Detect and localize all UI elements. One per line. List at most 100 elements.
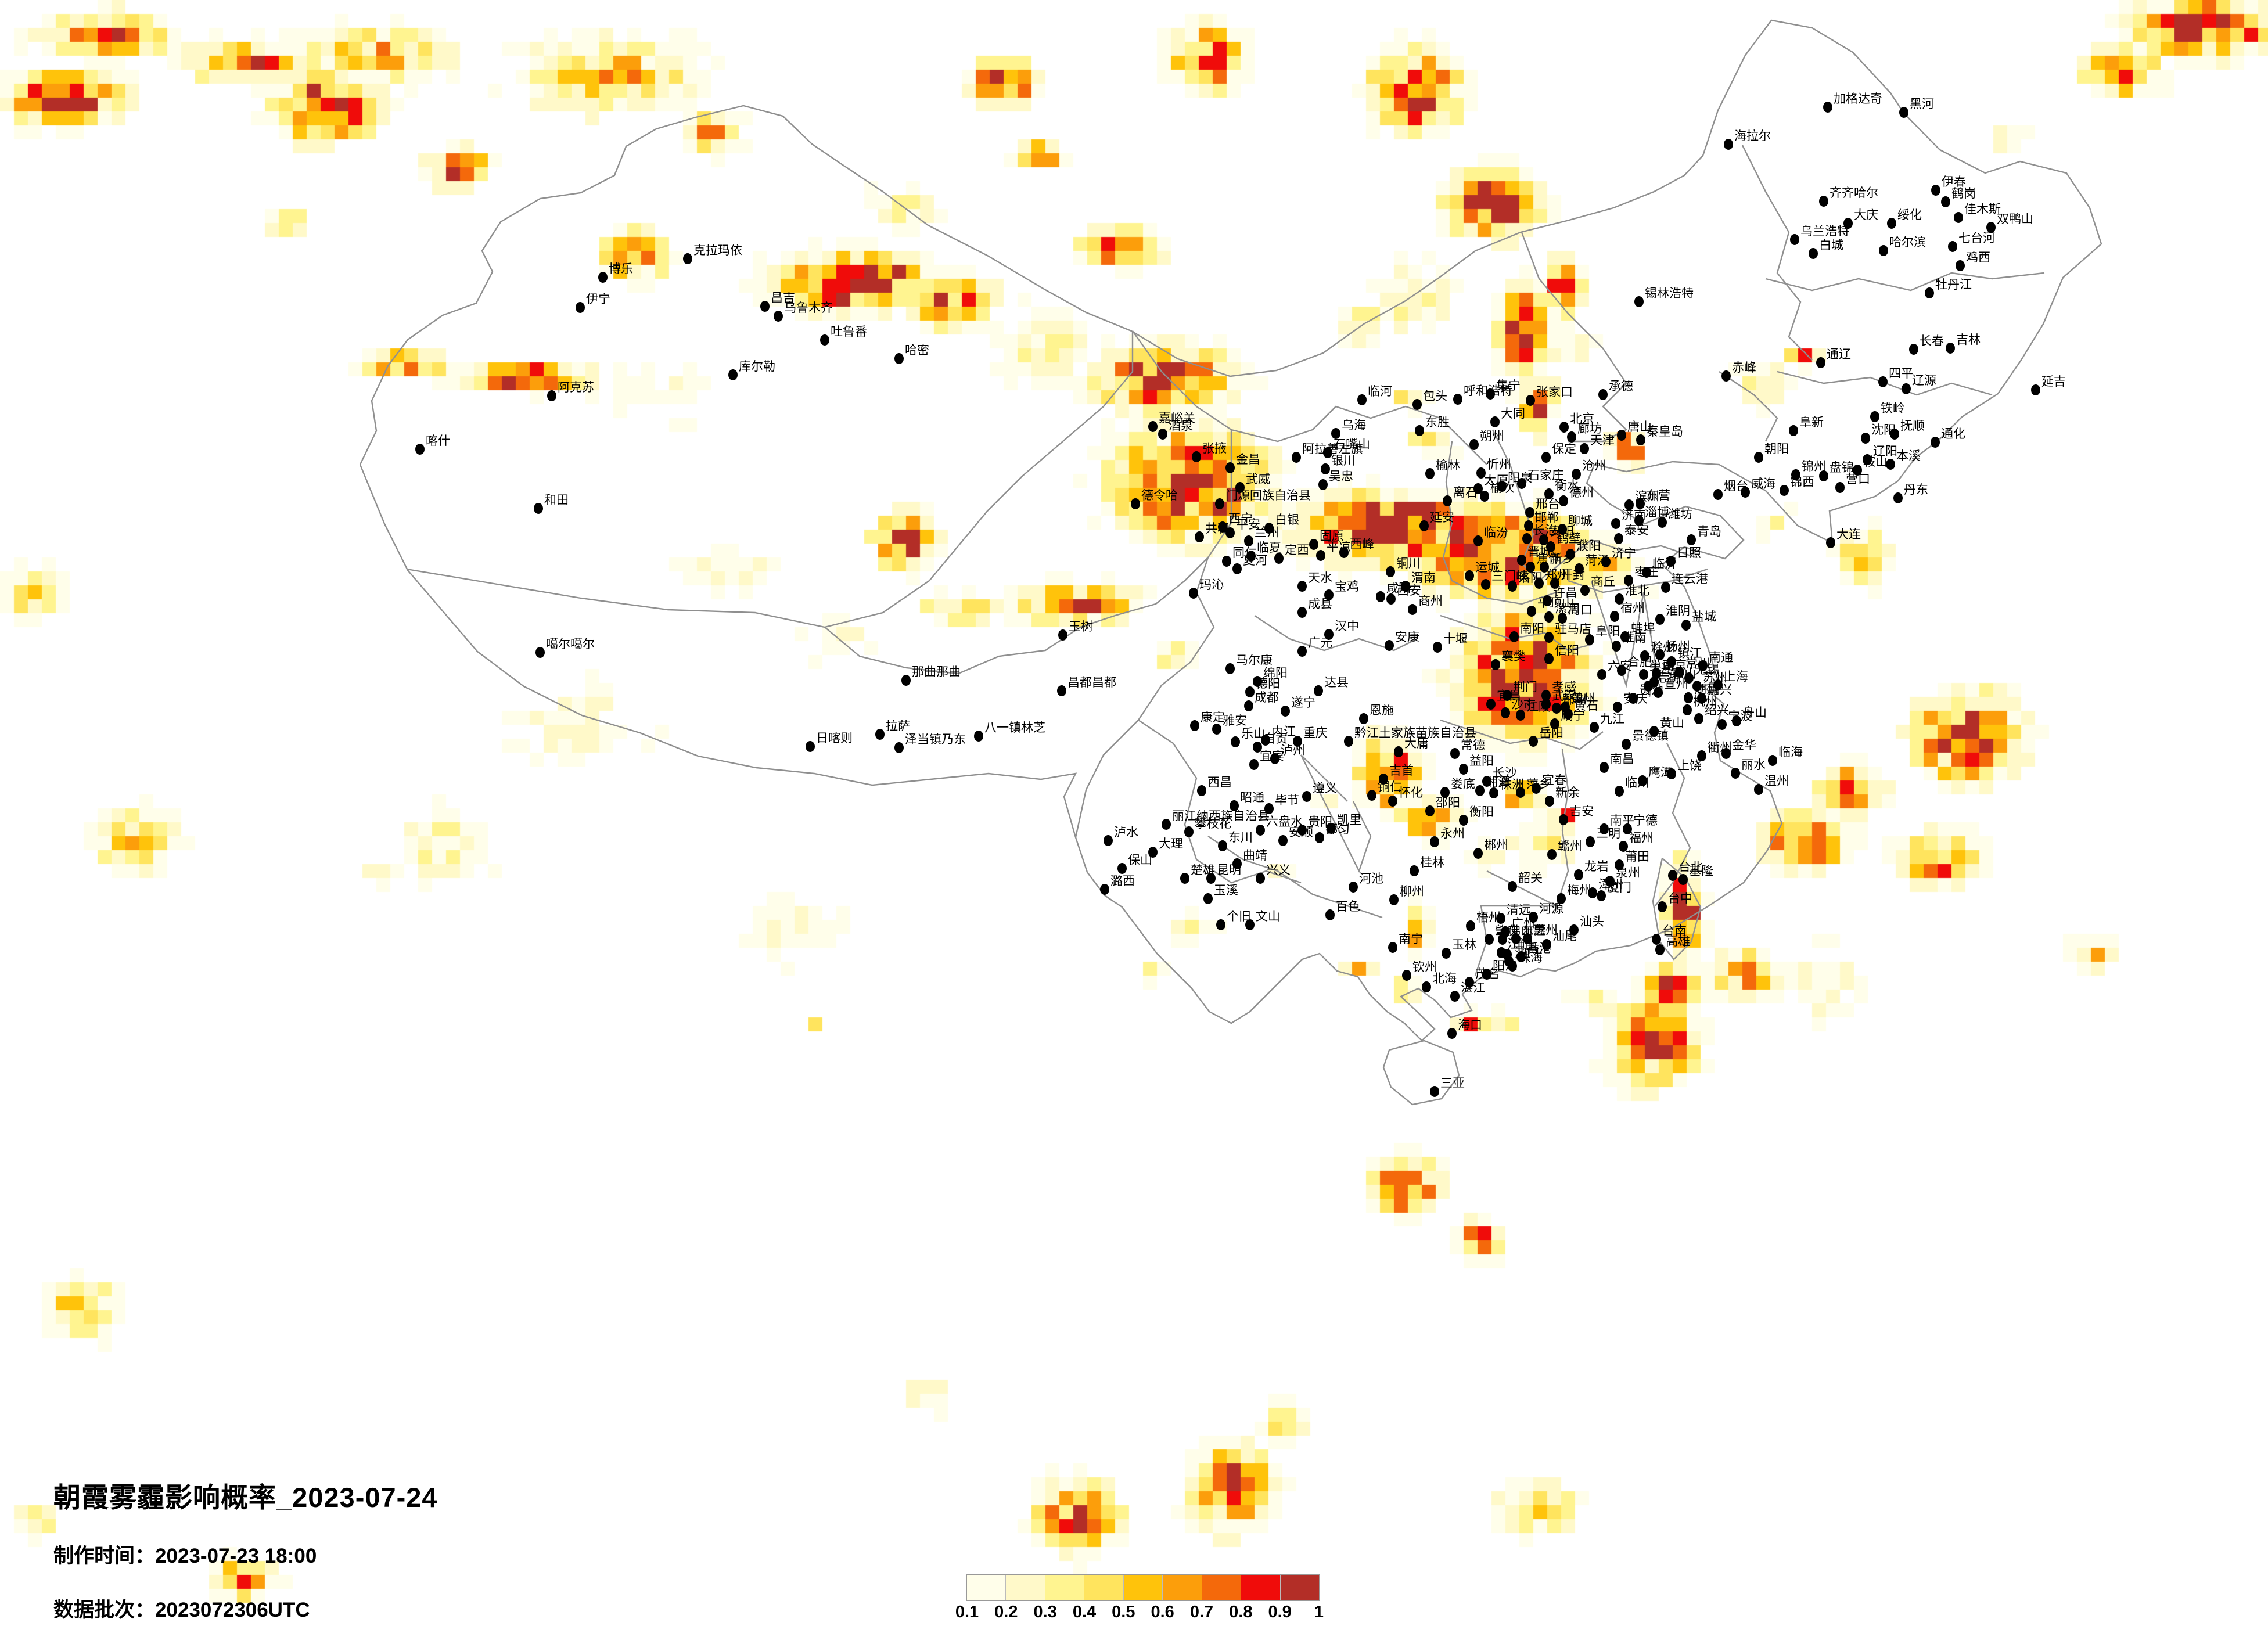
city-dot	[1639, 669, 1648, 680]
city-dot	[1580, 443, 1589, 454]
city-dot	[1261, 735, 1270, 746]
city-label: 东川	[1228, 831, 1253, 844]
city-label: 雅安	[1223, 714, 1247, 728]
city-dot	[1225, 527, 1235, 538]
city-label: 通辽	[1827, 348, 1851, 361]
city-dot	[1612, 641, 1621, 652]
city-dot	[1516, 951, 1526, 962]
city-label: 泽当镇乃东	[905, 733, 966, 746]
city-dot	[1563, 708, 1573, 720]
city-label: 酒泉	[1169, 419, 1193, 433]
city-label: 盐城	[1692, 610, 1716, 624]
city-dot	[1588, 887, 1597, 898]
city-dot	[1552, 703, 1561, 714]
city-dot	[1230, 800, 1239, 811]
city-label: 日照	[1677, 546, 1701, 560]
city-dot	[1522, 533, 1532, 544]
city-label: 海拉尔	[1734, 129, 1771, 143]
province-boundary	[1765, 272, 2045, 292]
city-dot	[1498, 934, 1507, 945]
city-label: 西昌	[1207, 776, 1232, 789]
city-label: 博乐	[609, 262, 633, 276]
city-dot	[1430, 836, 1439, 847]
city-label: 四平	[1889, 367, 1913, 380]
city-label: 濮阳	[1576, 539, 1601, 553]
city-dot	[1459, 815, 1468, 826]
city-dot	[1558, 613, 1567, 624]
city-dot	[1863, 454, 1872, 465]
city-dot	[1386, 593, 1396, 605]
data-batch-label: 数据批次：	[53, 1599, 156, 1621]
city-dot	[1899, 107, 1908, 118]
city-label: 镇江	[1677, 647, 1702, 660]
city-label: 兴义	[1266, 864, 1291, 877]
legend-tick-label: 0.2	[994, 1603, 1018, 1621]
city-dot	[1331, 428, 1340, 439]
city-label: 鹤岗	[1951, 187, 1976, 200]
city-label: 呼和浩特	[1464, 384, 1512, 398]
province-boundary	[824, 430, 1232, 675]
city-dot	[1450, 991, 1460, 1002]
city-label: 东莞	[1522, 924, 1546, 937]
city-dot	[1697, 750, 1706, 761]
city-dot	[1649, 726, 1659, 737]
city-label: 乌海	[1342, 419, 1366, 432]
city-dot	[1819, 470, 1828, 481]
city-dot	[1367, 790, 1376, 801]
city-label: 百色	[1336, 900, 1360, 913]
city-dot	[1442, 948, 1451, 959]
city-dot	[1256, 873, 1265, 884]
city-dot	[1184, 826, 1194, 837]
city-label: 驻马店	[1555, 623, 1591, 636]
city-label: 韶关	[1518, 872, 1543, 885]
city-dot	[1861, 433, 1870, 444]
city-dot	[1768, 755, 1777, 766]
city-label: 昭通	[1240, 791, 1264, 804]
city-dot	[1697, 693, 1706, 704]
city-label: 哈尔滨	[1889, 236, 1926, 249]
city-dot	[1516, 710, 1525, 721]
city-dot	[1886, 459, 1895, 470]
city-dot	[1654, 687, 1663, 698]
city-dot	[1629, 693, 1638, 704]
city-dot	[1622, 739, 1631, 750]
city-label: 惠州	[1533, 924, 1558, 937]
city-label: 辽阳	[1873, 445, 1897, 458]
city-label: 南京	[1662, 659, 1687, 672]
city-label: 威海	[1751, 477, 1775, 491]
city-dot	[1388, 796, 1397, 807]
city-dot	[1721, 748, 1731, 759]
city-dot	[1557, 893, 1566, 904]
city-label: 鞍山	[1863, 455, 1888, 469]
city-label: 锦州	[1802, 460, 1826, 473]
city-dot	[576, 302, 585, 313]
city-dot	[1655, 944, 1665, 955]
city-dot	[1425, 805, 1435, 816]
city-dot	[1986, 222, 1996, 233]
city-dot	[1376, 591, 1385, 602]
city-dot	[1385, 640, 1394, 651]
city-label: 吉首	[1389, 764, 1414, 778]
city-dot	[1601, 556, 1611, 567]
city-dot	[1511, 933, 1521, 944]
city-label: 攀枝花	[1195, 817, 1231, 830]
national-boundary	[359, 19, 2102, 1042]
legend-tick-label: 0.7	[1189, 1603, 1214, 1621]
city-label: 集宁	[1496, 379, 1521, 393]
city-label: 信阳	[1555, 644, 1579, 657]
city-dot	[728, 369, 738, 380]
city-label: 文山	[1256, 910, 1280, 923]
city-dot	[760, 301, 770, 312]
city-label: 洛阳	[1518, 571, 1543, 585]
city-dot	[1412, 399, 1422, 410]
city-dot	[1057, 685, 1066, 696]
city-dot	[1713, 489, 1723, 500]
city-dot	[1504, 956, 1514, 967]
city-dot	[1843, 218, 1853, 229]
city-label: 宜宾	[1260, 750, 1284, 763]
city-dot	[1357, 394, 1367, 405]
city-dot	[1379, 774, 1388, 785]
city-dot	[1724, 139, 1733, 150]
city-dot	[1946, 343, 1955, 354]
city-dot	[1731, 768, 1740, 779]
